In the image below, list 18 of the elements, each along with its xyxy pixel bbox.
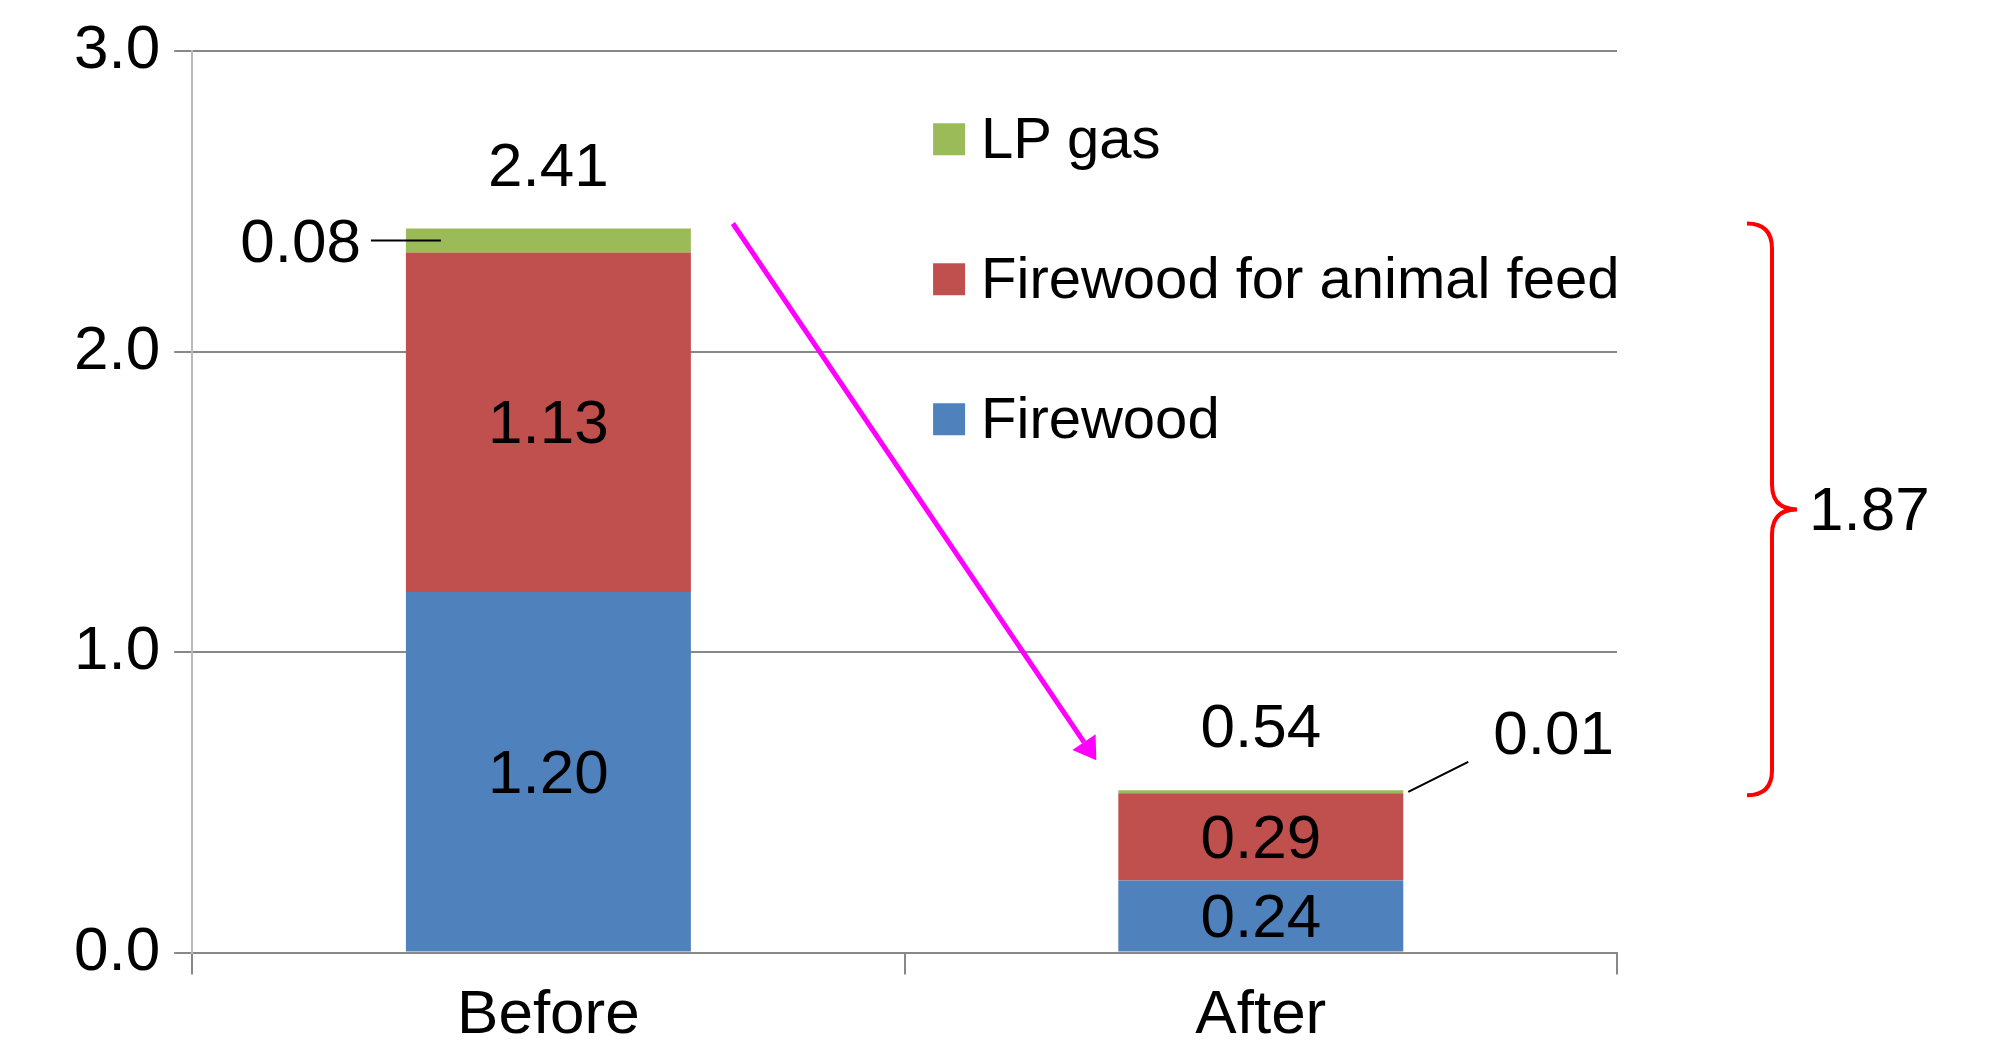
total-label: 0.54: [1200, 691, 1322, 761]
data-label: 0.08: [240, 205, 361, 275]
x-tick-label: Before: [457, 976, 640, 1046]
legend-label: Firewood: [981, 385, 1220, 451]
y-tick-label: 0.0: [73, 913, 161, 983]
y-tick-label: 1.0: [73, 613, 161, 683]
legend-label: LP gas: [981, 105, 1161, 171]
data-label: 0.24: [1200, 881, 1322, 951]
text: 1.87: [1809, 473, 1930, 545]
y-tick-label: 3.0: [73, 12, 161, 82]
y-tick-label: 2.0: [73, 312, 161, 382]
data-label: 1.13: [488, 387, 609, 457]
data-label: 1.20: [488, 736, 609, 806]
data-label: 0.01: [1493, 697, 1614, 767]
legend-label: Firewood for animal feed: [981, 245, 1620, 311]
data-label: 0.29: [1200, 802, 1322, 872]
x-tick-label: After: [1195, 976, 1327, 1046]
total-label: 2.41: [488, 129, 609, 199]
